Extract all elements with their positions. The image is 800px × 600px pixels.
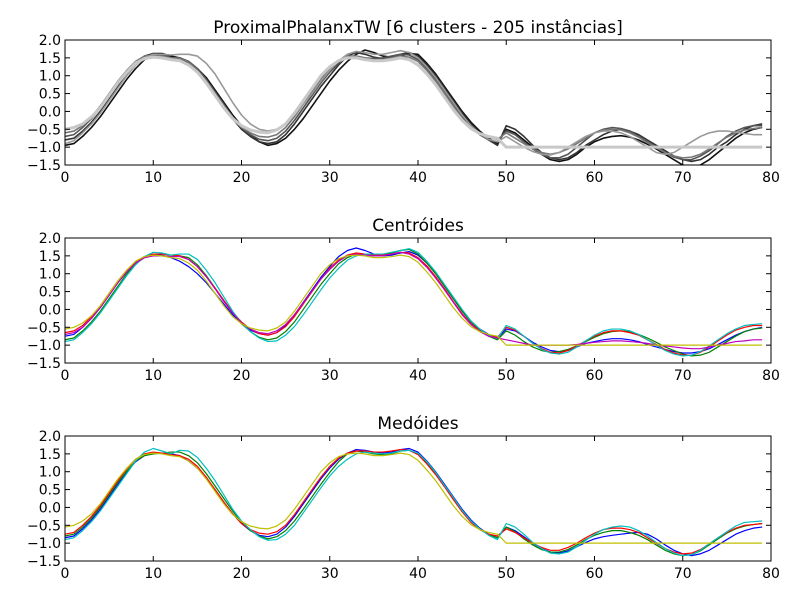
y-axis: −1.5 −1.0 −0.5 0.00.5 1.0 1.5 2.0	[27, 33, 771, 174]
series-line-4	[65, 54, 763, 159]
subplot-panels: ProximalPhalanxTW [6 clusters - 205 inst…	[27, 18, 780, 582]
x-tick-label: 20	[233, 170, 251, 186]
series-line-5	[65, 251, 763, 350]
x-tick-label: 70	[674, 368, 692, 384]
x-tick-label: 0	[61, 368, 70, 384]
x-tick-label: 30	[321, 368, 339, 384]
x-tick-label: 80	[762, 566, 780, 582]
x-tick-label: 10	[144, 170, 162, 186]
y-tick-label: 1.5	[39, 51, 61, 67]
x-tick-label: 20	[233, 566, 251, 582]
y-tick-label: 2.0	[39, 33, 61, 49]
subplot-title: Medóides	[377, 414, 458, 434]
y-tick-label: 0.0	[39, 104, 61, 120]
x-tick-label: 40	[409, 170, 427, 186]
y-tick-label: 0.5	[39, 87, 61, 103]
y-tick-label: 1.5	[39, 447, 61, 463]
y-axis: −1.5 −1.0 −0.5 0.00.5 1.0 1.5 2.0	[27, 429, 771, 570]
subplot-title: ProximalPhalanxTW [6 clusters - 205 inst…	[213, 18, 622, 38]
series-line-3	[65, 448, 763, 555]
y-tick-label: 0.0	[39, 500, 61, 516]
series-line-4	[65, 248, 763, 357]
y-tick-label: −1.0	[27, 338, 61, 354]
y-axis: −1.5 −1.0 −0.5 0.00.5 1.0 1.5 2.0	[27, 231, 771, 372]
x-tick-label: 40	[409, 368, 427, 384]
x-tick-label: 70	[674, 170, 692, 186]
x-tick-label: 60	[586, 368, 604, 384]
series-line-6	[65, 55, 763, 149]
y-tick-label: −1.5	[27, 158, 61, 174]
x-tick-label: 10	[144, 566, 162, 582]
x-tick-label: 0	[61, 566, 70, 582]
x-tick-label: 60	[586, 170, 604, 186]
y-tick-label: −1.5	[27, 356, 61, 372]
x-tick-label: 80	[762, 170, 780, 186]
subplot-3: Medóides 0 10 20 30 40 50 60 70 80 −1.5 −1.0 −0.5 0.0…	[27, 414, 780, 582]
series-line-1	[65, 247, 763, 354]
series-line-5	[65, 452, 763, 544]
x-tick-label: 20	[233, 368, 251, 384]
x-tick-label: 80	[762, 368, 780, 384]
y-tick-label: 0.5	[39, 483, 61, 499]
y-tick-label: 0.5	[39, 285, 61, 301]
y-tick-label: −0.5	[27, 320, 61, 336]
series-group	[65, 247, 763, 357]
series-group	[65, 49, 763, 165]
y-tick-label: 1.0	[39, 69, 61, 85]
x-tick-label: 50	[497, 368, 515, 384]
y-tick-label: −0.5	[27, 518, 61, 534]
y-tick-label: 2.0	[39, 429, 61, 445]
x-tick-label: 50	[497, 566, 515, 582]
x-tick-label: 0	[61, 170, 70, 186]
x-axis: 0 10 20 30 40 50 60 70 80	[61, 238, 780, 384]
y-tick-label: −1.5	[27, 554, 61, 570]
x-tick-label: 30	[321, 566, 339, 582]
y-tick-label: −1.0	[27, 536, 61, 552]
y-tick-label: −1.0	[27, 140, 61, 156]
subplot-1: ProximalPhalanxTW [6 clusters - 205 inst…	[27, 18, 780, 186]
x-axis: 0 10 20 30 40 50 60 70 80	[61, 436, 780, 582]
x-tick-label: 60	[586, 566, 604, 582]
y-tick-label: 1.5	[39, 249, 61, 265]
y-tick-label: 1.0	[39, 267, 61, 283]
y-tick-label: 0.0	[39, 302, 61, 318]
series-line-6	[65, 254, 763, 346]
x-tick-label: 50	[497, 170, 515, 186]
x-tick-label: 40	[409, 566, 427, 582]
y-tick-label: 1.0	[39, 465, 61, 481]
series-line-4	[65, 447, 763, 557]
x-axis: 0 10 20 30 40 50 60 70 80	[61, 40, 780, 186]
x-tick-label: 10	[144, 368, 162, 384]
x-tick-label: 30	[321, 170, 339, 186]
series-group	[65, 447, 763, 557]
subplot-title: Centróides	[372, 216, 464, 236]
y-tick-label: 2.0	[39, 231, 61, 247]
x-tick-label: 70	[674, 566, 692, 582]
y-tick-label: −0.5	[27, 122, 61, 138]
